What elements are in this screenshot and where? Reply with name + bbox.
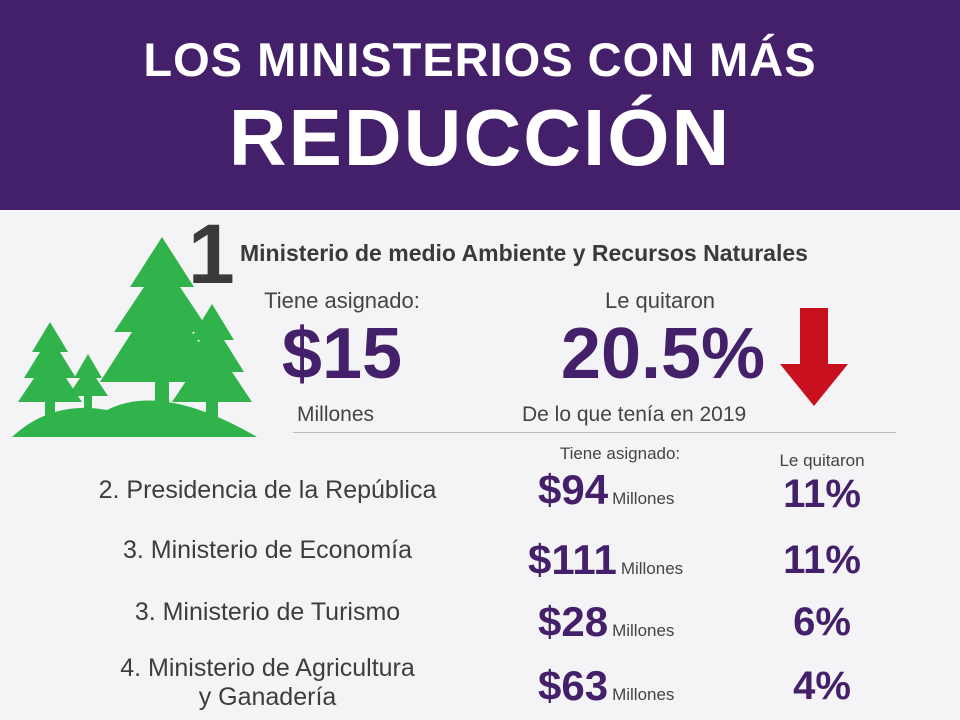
header-banner: LOS MINISTERIOS CON MÁS REDUCCIÓN <box>0 0 960 210</box>
ministry-name: 3. Ministerio de Economía <box>122 536 413 564</box>
ministry-name: 4. Ministerio de Agricultura y Ganadería <box>20 654 515 712</box>
header-title-line1: LOS MINISTERIOS CON MÁS <box>143 33 817 86</box>
ministry-name-line1: 4. Ministerio de Agricultura <box>120 654 415 682</box>
first-cut-note: De lo que tenía en 2019 <box>522 403 747 426</box>
first-percent: 20.5% <box>560 314 766 394</box>
ministry-amount: $111 <box>528 536 617 583</box>
divider <box>293 432 896 433</box>
trees-icon <box>12 237 257 437</box>
header-title-line2: REDUCCIÓN <box>228 93 732 182</box>
ministry-unit: Millones <box>612 489 675 508</box>
first-amount: $15 <box>281 314 403 394</box>
ministry-amount-group: $28 Millones <box>538 598 674 646</box>
ministry-name-line2: y Ganadería <box>198 682 337 711</box>
ministry-unit: Millones <box>612 621 675 640</box>
ministry-amount-group: $63 Millones <box>538 662 674 710</box>
arrow-down-icon <box>780 308 848 406</box>
ministry-unit: Millones <box>612 685 675 704</box>
ministry-unit: Millones <box>620 559 684 578</box>
ministry-amount: $63 <box>538 662 609 709</box>
first-ministry-name: Ministerio de medio Ambiente y Recursos … <box>240 240 808 266</box>
ministry-percent: 11% <box>783 472 861 516</box>
ministry-name: 2. Presidencia de la República <box>98 476 437 504</box>
column-header-assigned: Tiene asignado: <box>559 444 681 463</box>
ministry-percent: 11% <box>783 538 861 582</box>
first-assigned-label: Tiene asignado: <box>264 288 420 313</box>
column-header-cut: Le quitaron <box>779 451 865 470</box>
ministry-amount-group: $94 Millones <box>538 466 674 514</box>
ministry-percent: 4% <box>793 664 851 708</box>
first-rank-number: 1 <box>188 207 235 301</box>
first-cut-label: Le quitaron <box>604 288 716 313</box>
first-unit: Millones <box>297 403 375 426</box>
ministry-name: 3. Ministerio de Turismo <box>134 598 401 626</box>
ministry-amount: $94 <box>538 466 609 513</box>
ministry-amount-group: $111 Millones <box>528 536 683 584</box>
ministry-percent: 6% <box>793 600 851 644</box>
ministry-amount: $28 <box>538 598 609 645</box>
